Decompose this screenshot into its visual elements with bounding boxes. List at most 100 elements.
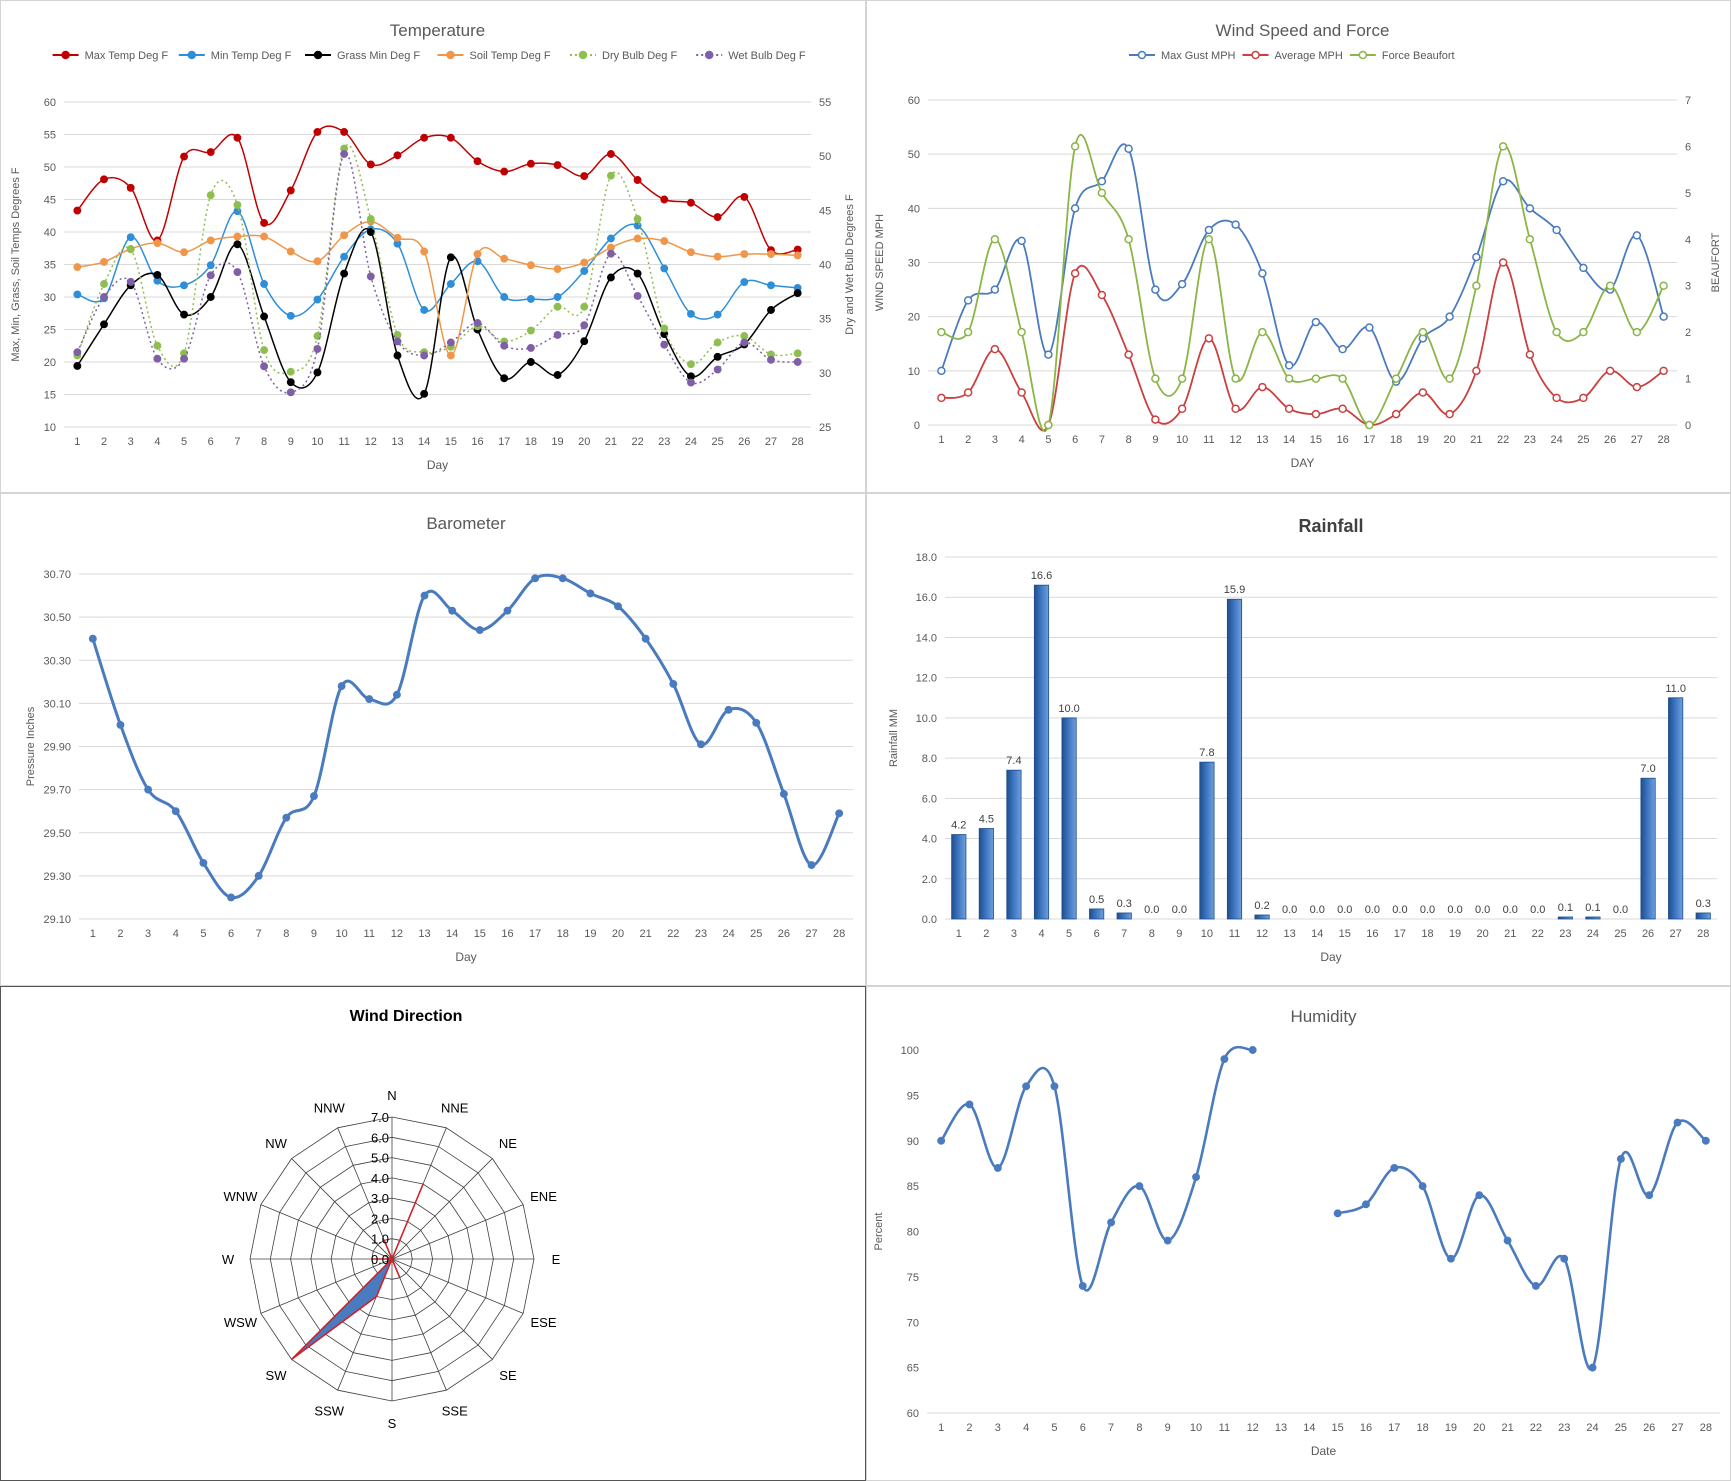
data-point [233,207,242,216]
x-tick-label: 1 [956,928,962,940]
data-point [526,358,535,366]
data-point [260,312,269,321]
data-point [740,332,749,340]
data-point [1472,252,1481,262]
y2-tick-label: 5 [1685,188,1691,200]
data-point [73,206,82,215]
x-tick-label: 5 [200,928,206,940]
data-point [686,198,695,207]
x-tick-label: 17 [1388,1422,1400,1434]
data-point [313,368,322,377]
y-tick-label: 16.0 [916,592,937,604]
data-point [260,362,269,371]
y-tick-label: 25 [44,325,56,337]
radial-tick-label: 6.0 [371,1130,389,1145]
data-point [446,338,455,347]
radial-tick-label: 3.0 [371,1191,389,1206]
x-tick-label: 19 [584,928,596,940]
data-point [1311,317,1321,327]
data-point [767,306,775,314]
data-point [779,789,788,798]
data-point [963,327,973,337]
legend-label: Wet Bulb Deg F [728,50,806,62]
data-point [1192,1173,1201,1182]
bar-value-label: 7.0 [1640,763,1655,775]
x-tick-label: 6 [1094,928,1100,940]
data-point [1605,281,1615,290]
bar-value-label: 10.0 [1058,703,1079,715]
data-point [286,247,295,256]
bar-value-label: 0.0 [1172,904,1187,916]
data-point [1311,409,1321,419]
x-tick-label: 7 [1099,434,1105,446]
data-point [1605,366,1615,376]
data-point [392,690,401,699]
data-point [740,192,749,201]
x-tick-label: 20 [612,928,624,940]
y-tick-label: 95 [907,1090,919,1102]
x-tick-label: 16 [471,436,483,448]
x-tick-label: 23 [1524,434,1536,446]
direction-label: ENE [530,1189,557,1204]
y-tick-label: 29.50 [43,828,71,840]
chart-title: Wind Direction [350,1008,463,1025]
x-tick-label: 21 [1501,1422,1513,1434]
bar-value-label: 0.5 [1089,894,1104,906]
data-point [1472,281,1481,290]
wind-speed-chart: Wind Speed and Force01020304050600123456… [874,21,1722,470]
x-tick-label: 3 [995,1422,1001,1434]
direction-label: WNW [224,1189,259,1204]
y-tick-label: 20 [908,312,920,324]
x-tick-label: 17 [1394,928,1406,940]
x-tick-label: 25 [1577,434,1589,446]
data-point [153,270,162,279]
x-tick-label: 11 [1203,434,1214,446]
radar-spoke [391,1258,524,1314]
bar-value-label: 0.0 [1282,904,1297,916]
data-point [1097,188,1107,198]
x-tick-label: 14 [446,928,458,940]
x-tick-label: 7 [1108,1422,1114,1434]
data-point [1418,327,1428,337]
data-point [1338,374,1347,383]
data-point [606,273,615,282]
data-point [1418,1182,1427,1191]
x-axis-title: Date [1311,1444,1337,1458]
chart-title: Humidity [1290,1007,1357,1026]
x-tick-label: 5 [1051,1422,1057,1434]
x-axis-title: Day [427,458,448,472]
direction-label: W [222,1252,235,1267]
y-tick-label: 15 [44,390,56,402]
rainfall-chart: Rainfall0.02.04.06.08.010.012.014.016.01… [888,516,1717,964]
data-point [614,602,622,611]
direction-label: WSW [224,1315,258,1330]
x-tick-label: 7 [1121,928,1127,940]
data-point [126,277,135,286]
direction-label: NE [499,1136,517,1151]
y-axis-title: Rainfall MM [888,709,900,767]
data-point [937,366,946,376]
bar-value-label: 0.0 [1530,904,1545,916]
radial-tick-label: 4.0 [371,1171,389,1186]
data-point [793,289,802,298]
rain-bar [1006,769,1022,920]
data-point [793,349,802,358]
y-tick-label: 75 [907,1272,919,1284]
data-point [1645,1191,1654,1200]
y-tick-label: 29.90 [43,742,71,754]
rain-bar [1254,914,1270,920]
data-point [313,257,322,266]
data-point [180,310,189,319]
radial-tick-label: 7.0 [371,1110,389,1125]
x-tick-label: 26 [1642,928,1654,940]
data-point [1445,409,1454,419]
y2-tick-label: 50 [819,151,831,163]
data-point [206,271,215,280]
data-point [1391,409,1401,419]
data-point [686,309,695,318]
data-point [1078,1282,1087,1290]
data-point [1391,374,1401,383]
data-point [1177,404,1187,413]
data-point [1579,327,1588,337]
